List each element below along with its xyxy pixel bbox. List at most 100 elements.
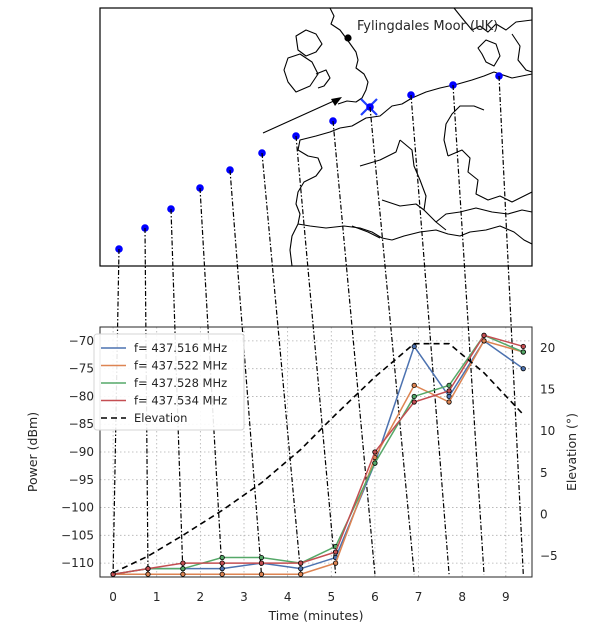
coast-scotland-isles bbox=[295, 29, 323, 57]
series-point bbox=[372, 460, 378, 466]
track-connector bbox=[332, 120, 376, 575]
series-point bbox=[481, 332, 487, 338]
coast-brittany bbox=[295, 127, 341, 225]
track-connector bbox=[498, 75, 524, 575]
x-tick-label: 9 bbox=[502, 590, 510, 604]
series-point bbox=[180, 566, 186, 572]
station-marker bbox=[344, 34, 352, 42]
series-point bbox=[298, 566, 304, 572]
x-axis-ticks: 0 1 2 3 4 5 6 7 8 9 bbox=[109, 590, 509, 604]
series-point bbox=[333, 560, 339, 566]
series-point bbox=[446, 399, 452, 405]
legend-label: f= 437.516 MHz bbox=[134, 341, 227, 355]
y-tick-label: −110 bbox=[61, 556, 94, 570]
x-tick-label: 8 bbox=[458, 590, 466, 604]
y2-tick-label: 0 bbox=[540, 508, 548, 522]
series-line bbox=[112, 334, 524, 575]
track-connector bbox=[369, 106, 415, 575]
series-point bbox=[446, 393, 452, 400]
x-tick-label: 1 bbox=[153, 590, 161, 604]
x-tick-label: 4 bbox=[284, 590, 292, 604]
coast-britain bbox=[329, 7, 369, 105]
coast-mediterranean bbox=[391, 225, 533, 245]
series-point bbox=[446, 388, 452, 394]
track-connector bbox=[410, 94, 450, 575]
y-axis-ticks: −70 −75 −80 −85 −90 −95 −100 −105 −110 bbox=[61, 334, 94, 570]
legend-label: f= 437.522 MHz bbox=[134, 359, 227, 373]
legend: f= 437.516 MHz f= 437.522 MHz f= 437.528 M… bbox=[93, 333, 245, 431]
y2-axis-label: Elevation (°) bbox=[564, 413, 579, 491]
track-connector bbox=[452, 84, 485, 575]
legend-box bbox=[93, 333, 245, 431]
series-point bbox=[258, 571, 265, 577]
series-line bbox=[113, 340, 524, 575]
y-tick-label: −75 bbox=[69, 362, 94, 376]
border-france-germany bbox=[399, 139, 447, 231]
y-tick-label: −80 bbox=[69, 389, 94, 403]
series-point bbox=[145, 566, 151, 572]
border-germany-north bbox=[443, 105, 485, 157]
series-point bbox=[258, 560, 265, 566]
map-panel: Fylingdales Moor (UK) bbox=[99, 7, 533, 267]
x-tick-label: 6 bbox=[371, 590, 379, 604]
series-point bbox=[219, 554, 225, 561]
y2-tick-label: 5 bbox=[540, 466, 548, 480]
pointing-arrow bbox=[262, 99, 337, 134]
coast-iberia bbox=[297, 223, 393, 241]
series-point bbox=[372, 449, 378, 455]
chart-frame bbox=[99, 326, 533, 578]
coast-ireland bbox=[283, 53, 319, 93]
x-axis-label: Time (minutes) bbox=[268, 608, 364, 623]
y-tick-label: −90 bbox=[69, 445, 94, 459]
series-point bbox=[333, 549, 339, 555]
series-point bbox=[258, 554, 265, 561]
border-france-spain bbox=[351, 225, 381, 239]
elevation-line bbox=[112, 342, 524, 574]
series-point bbox=[520, 366, 526, 372]
y-tick-label: −105 bbox=[61, 528, 94, 542]
coast-iberia-west bbox=[289, 223, 299, 267]
legend-label: Elevation bbox=[134, 411, 187, 425]
coastlines bbox=[283, 7, 533, 267]
x-tick-label: 5 bbox=[327, 590, 335, 604]
series-point bbox=[219, 566, 225, 572]
series-point bbox=[219, 571, 225, 577]
legend-label: f= 437.534 MHz bbox=[134, 394, 227, 408]
series-point bbox=[298, 571, 304, 577]
y2-tick-label: 15 bbox=[540, 383, 555, 397]
y-tick-label: −70 bbox=[69, 334, 94, 348]
series-point bbox=[180, 560, 186, 566]
series-point bbox=[411, 343, 417, 350]
coast-sweden bbox=[511, 33, 533, 73]
series-point bbox=[145, 571, 151, 577]
series-point bbox=[520, 349, 526, 355]
y-axis-label: Power (dBm) bbox=[25, 412, 40, 492]
x-tick-label: 2 bbox=[197, 590, 205, 604]
chart-series bbox=[110, 332, 526, 577]
border-italy bbox=[435, 207, 533, 223]
legend-label: f= 437.528 MHz bbox=[134, 376, 227, 390]
coast-wales bbox=[315, 69, 331, 89]
coast-denmark bbox=[477, 39, 501, 67]
coast-norway bbox=[453, 7, 533, 33]
border-germany-east bbox=[447, 149, 533, 203]
series-line bbox=[112, 334, 524, 575]
series-point bbox=[411, 399, 417, 405]
y2-tick-label: −5 bbox=[540, 549, 558, 563]
pointing-arrow-head bbox=[331, 97, 342, 106]
series-point bbox=[481, 338, 487, 344]
series-point bbox=[298, 560, 304, 566]
station-label: Fylingdales Moor (UK) bbox=[357, 19, 498, 34]
y2-tick-label: 10 bbox=[540, 424, 555, 438]
y-tick-label: −100 bbox=[61, 501, 94, 515]
series-point bbox=[180, 571, 186, 577]
x-tick-label: 0 bbox=[109, 590, 117, 604]
y2-tick-label: 20 bbox=[540, 341, 555, 355]
y2-axis-ticks: 20 15 10 5 0 −5 bbox=[540, 341, 558, 563]
power-chart: 0 1 2 3 4 5 6 7 8 9 −70 −75 −80 −85 −90 −95 −100 −105 −11… bbox=[25, 75, 579, 623]
x-tick-label: 3 bbox=[240, 590, 248, 604]
legend-items: f= 437.516 MHz f= 437.522 MHz f= 437.528 M… bbox=[101, 341, 227, 425]
y-tick-label: −85 bbox=[69, 417, 94, 431]
series-point bbox=[219, 560, 225, 566]
